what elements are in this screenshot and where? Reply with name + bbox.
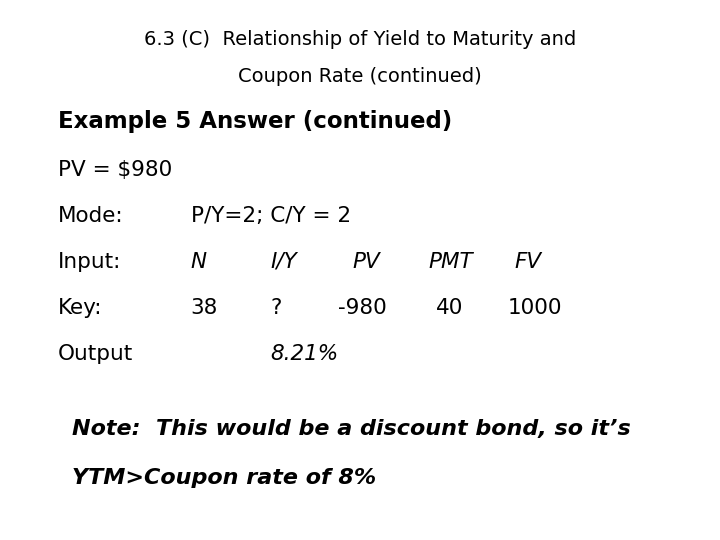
Text: YTM>Coupon rate of 8%: YTM>Coupon rate of 8% (72, 468, 376, 488)
Text: PV: PV (353, 252, 381, 272)
Text: Input:: Input: (58, 252, 121, 272)
Text: Example 5 Answer (continued): Example 5 Answer (continued) (58, 110, 452, 133)
Text: 8.21%: 8.21% (270, 343, 338, 364)
Text: ?: ? (270, 298, 282, 318)
Text: 6.3 (C)  Relationship of Yield to Maturity and: 6.3 (C) Relationship of Yield to Maturit… (144, 30, 576, 49)
Text: -980: -980 (338, 298, 387, 318)
Text: Note:  This would be a discount bond, so it’s: Note: This would be a discount bond, so … (72, 419, 631, 440)
Text: I/Y: I/Y (270, 252, 297, 272)
Text: N: N (191, 252, 207, 272)
Text: P/Y=2; C/Y = 2: P/Y=2; C/Y = 2 (191, 206, 351, 226)
Text: Output: Output (58, 343, 133, 364)
Text: PV = $980: PV = $980 (58, 160, 172, 180)
Text: PMT: PMT (428, 252, 473, 272)
Text: 38: 38 (191, 298, 218, 318)
Text: Key:: Key: (58, 298, 102, 318)
Text: 40: 40 (436, 298, 463, 318)
Text: Coupon Rate (continued): Coupon Rate (continued) (238, 68, 482, 86)
Text: Mode:: Mode: (58, 206, 123, 226)
Text: FV: FV (515, 252, 542, 272)
Text: 1000: 1000 (508, 298, 562, 318)
